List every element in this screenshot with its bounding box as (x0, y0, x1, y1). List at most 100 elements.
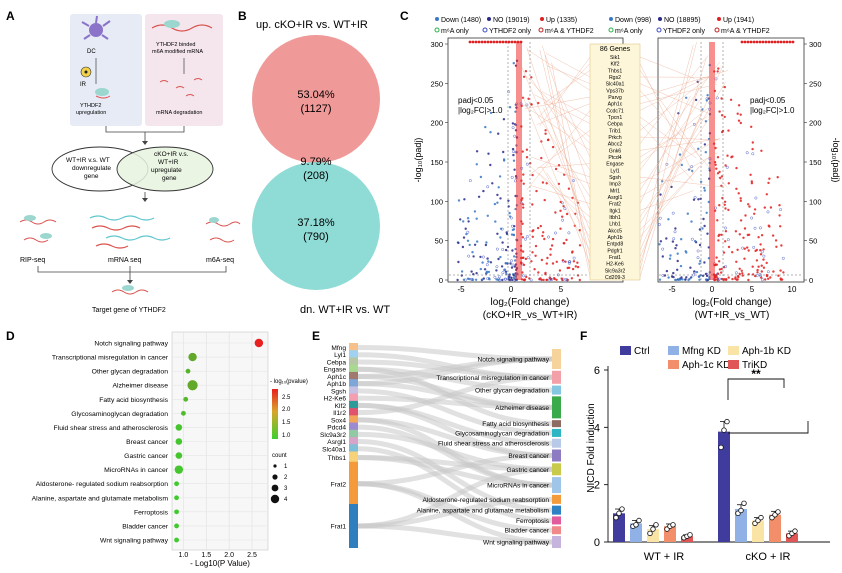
mrna-seq-icon (90, 216, 170, 248)
gene-name: Cd209-3 (605, 275, 625, 281)
volcano-point (740, 200, 742, 202)
gene-link (527, 110, 590, 190)
volcano-point (735, 188, 737, 190)
volcano-point (761, 265, 763, 267)
gene-link (538, 173, 590, 217)
legend-swatch (728, 346, 739, 355)
legend-left-down: Down (1480) (441, 17, 481, 24)
right-circle-4: gene (162, 175, 177, 182)
dotplot-dot (174, 495, 179, 500)
volcano-point (503, 269, 505, 271)
volcano-point (487, 215, 489, 217)
volcano-point (552, 238, 554, 240)
sankey-pathway-label: Aldosterone-regulated sodium reabsorptio… (423, 497, 550, 504)
dotplot-category: Alzheimer disease (112, 383, 168, 390)
legend-left: Down (1480) NO (19019) Up (1335) m⁶A onl… (435, 17, 594, 35)
sankey-gene-label: Mfng (331, 345, 346, 352)
volcano-point (735, 230, 737, 232)
gene-link (540, 57, 590, 126)
gene-link (640, 58, 706, 277)
volcano-point (496, 233, 498, 235)
venn-bot-pct: 37.18% (297, 217, 335, 229)
volcano-point (522, 250, 524, 252)
sankey-pathway-label: Glycosaminoglycan degradation (455, 430, 549, 437)
volcano-point (765, 41, 768, 44)
volcano-point (724, 164, 726, 166)
replicate-point (688, 533, 693, 538)
venn-top-title: up. cKO+IR vs. WT+IR (256, 19, 368, 31)
volcano-point (551, 244, 553, 246)
legend-left-m6a: m⁶A only (441, 28, 469, 35)
gene-link (523, 95, 590, 263)
cbar-tick: 1.5 (282, 420, 291, 426)
volcano-point (687, 279, 689, 281)
volcano-point (672, 212, 674, 214)
volcano-point (685, 250, 687, 252)
size-legend-title: count (272, 453, 287, 459)
ythdf2-up-1: YTHDF2 (80, 103, 101, 109)
binded-1: YTHDF2 binded (156, 42, 195, 48)
volcano-point (512, 154, 514, 156)
volcano-point (467, 217, 469, 219)
volcano-point (777, 176, 779, 178)
volcano-point (676, 269, 678, 271)
bar-ytick: 6 (594, 365, 600, 377)
legend-left-ythdf2: YTHDF2 only (489, 28, 532, 35)
dotplot-xtick: 1.0 (179, 552, 189, 559)
target-label: Target gene of YTHDF2 (92, 307, 166, 314)
volcano-point (740, 122, 742, 124)
volcano-point (489, 131, 491, 133)
volcano-point (525, 276, 527, 278)
sankey-pathway-label: Fluid shear stress and atherosclerosis (438, 441, 550, 448)
volcano-point (698, 263, 700, 265)
gene-name: Entpd8 (607, 242, 624, 248)
xtick-left: -5 (457, 285, 465, 294)
volcano-point (775, 246, 777, 248)
volcano-point (781, 278, 783, 280)
volcano-point (556, 261, 558, 263)
volcano-point (509, 215, 511, 217)
colorbar-title: - log₁₀(pvalue) (270, 379, 308, 385)
m6a-seq-label: m6A-seq (206, 257, 234, 264)
volcano-point (511, 266, 513, 268)
volcano-point (514, 41, 517, 44)
volcano-point (489, 164, 491, 166)
volcano-point (739, 273, 741, 275)
volcano-point (715, 168, 717, 170)
volcano-point (490, 41, 493, 44)
volcano-point (715, 256, 717, 258)
volcano-point (680, 265, 682, 267)
volcano-point (544, 129, 546, 131)
volcano-point (513, 160, 515, 162)
volcano-point (559, 269, 561, 271)
volcano-point (532, 236, 534, 238)
volcano-point (760, 150, 762, 152)
sankey-gene-label: Aph1b (327, 381, 346, 388)
gene-name: Gnk6 (609, 148, 622, 154)
sankey-gene-label: Il1r2 (333, 410, 346, 417)
volcano-point (544, 272, 546, 274)
volcano-point (761, 270, 763, 272)
volcano-point (753, 41, 756, 44)
gene-name: Aph1c (608, 102, 623, 108)
volcano-point (524, 238, 526, 240)
dotplot-category: Fluid shear stress and atherosclerosis (54, 425, 169, 432)
volcano-point (697, 257, 699, 259)
volcano-point (567, 279, 569, 281)
volcano-point (488, 278, 490, 280)
m6a-seq-icon (206, 217, 240, 242)
xtick-left: 5 (559, 285, 564, 294)
ytick-right: 50 (809, 237, 817, 246)
gene-link (640, 112, 713, 217)
replicate-point (654, 523, 659, 528)
ytick-left: 0 (439, 276, 443, 285)
sankey-gene-label: Cebpa (327, 359, 347, 366)
sankey-pathway-label: Alanine, aspartate and glutamate metabol… (417, 508, 550, 515)
sankey-pathway-node (552, 349, 561, 369)
gene-link (640, 57, 695, 79)
volcano-point (752, 141, 754, 143)
volcano-point (703, 187, 705, 189)
legend-swatch (620, 346, 631, 355)
